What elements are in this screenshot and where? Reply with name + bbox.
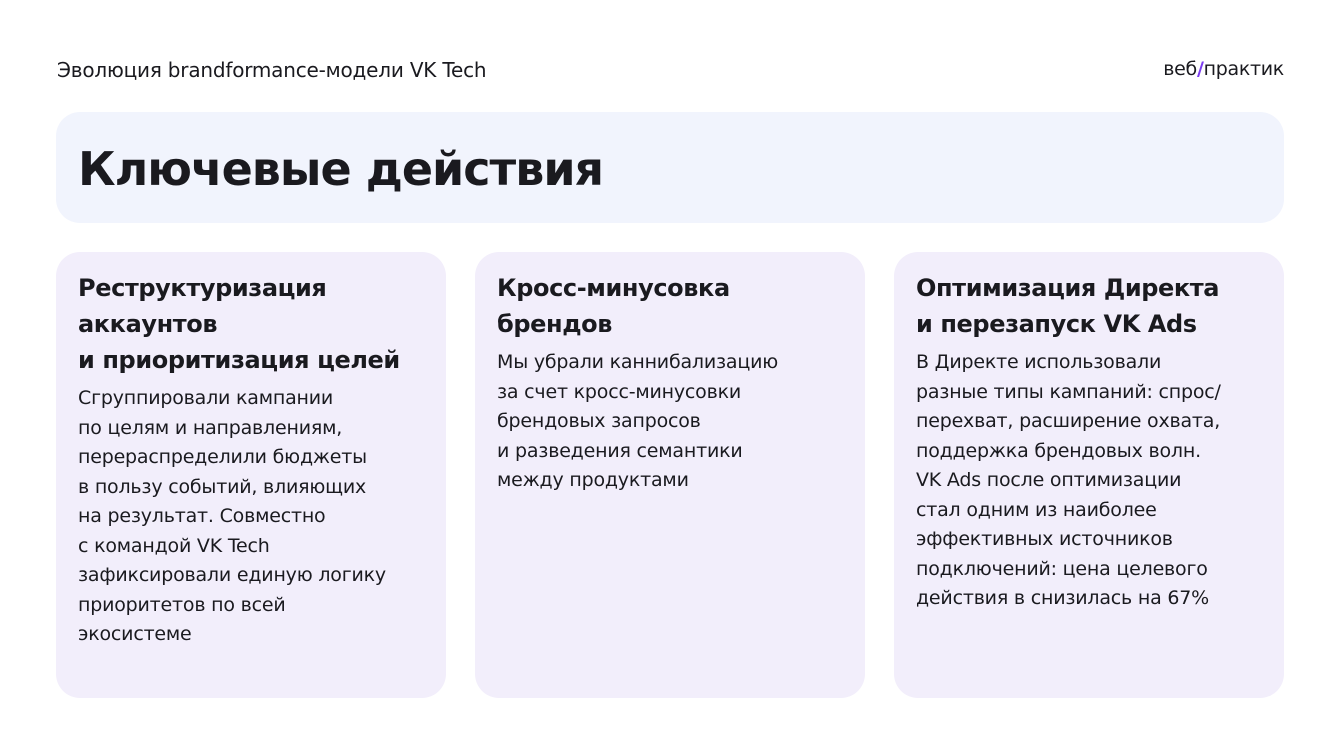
card-cross-minus: Кросс-минусовка брендов Мы убрали канниб… <box>475 252 865 698</box>
card-text: В Директе использовали разные типы кампа… <box>916 351 1221 609</box>
logo-part: веб <box>1163 58 1197 80</box>
card-restructuring: Реструктуризация аккаунтов и приоритизац… <box>56 252 446 698</box>
card-title: Оптимизация Директа и перезапуск VK Ads <box>916 274 1220 338</box>
hero-banner: Ключевые действия <box>56 112 1284 223</box>
card-direct-vkads: Оптимизация Директа и перезапуск VK Ads … <box>894 252 1284 698</box>
page-title: Ключевые действия <box>78 142 604 196</box>
card-title: Реструктуризация аккаунтов и приоритизац… <box>78 274 400 374</box>
card-title: Кросс-минусовка брендов <box>497 274 730 338</box>
presentation-title: Эволюция brandformance-модели VK Tech <box>57 58 487 82</box>
logo-part: практик <box>1203 58 1285 80</box>
card-text: Сгруппировали кампании по целям и направ… <box>78 387 386 645</box>
webpraktik-logo: веб/практик <box>1163 58 1284 80</box>
card-text: Мы убрали каннибализацию за счет кросс-м… <box>497 351 779 491</box>
logo-slash: / <box>1196 58 1204 80</box>
